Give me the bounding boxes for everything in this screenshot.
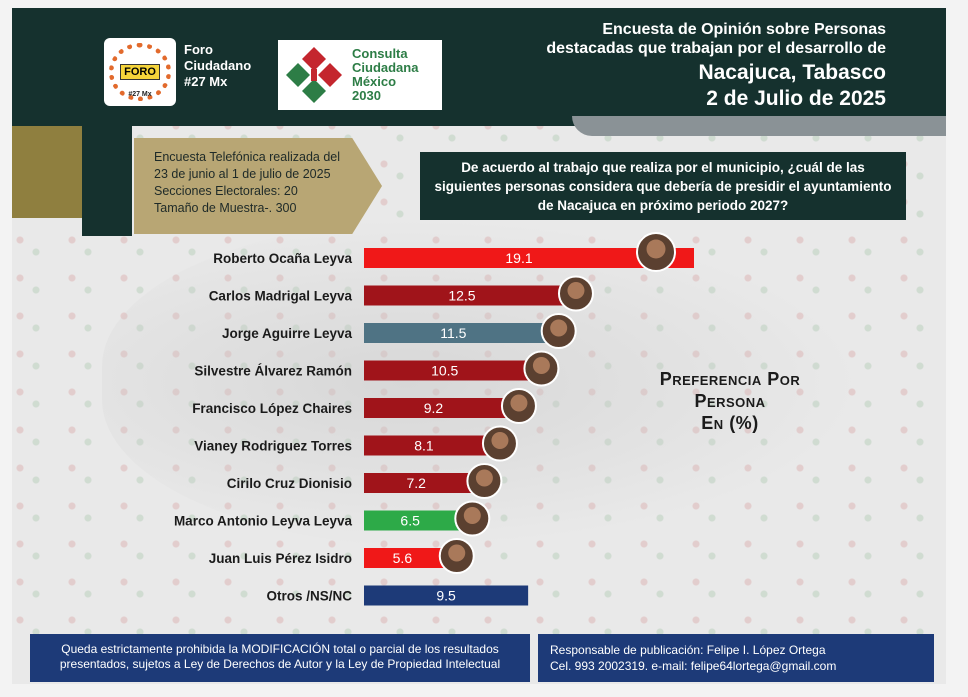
consulta-ciudadana-logo: Consulta Ciudadana México 2030: [278, 40, 442, 110]
header-title-date: 2 de Julio de 2025: [706, 87, 886, 110]
category-label: Roberto Ocaña Leyva: [213, 251, 352, 266]
survey-info-text: Encuesta Telefónica realizada del 23 de …: [154, 149, 384, 217]
foro-title: Foro Ciudadano #27 Mx: [184, 42, 252, 89]
value-label: 10.5: [431, 363, 458, 379]
side-dark-block: [82, 126, 132, 236]
category-label: Marco Antonio Leyva Leyva: [174, 514, 353, 529]
consulta-logo-line: 2030: [352, 88, 381, 103]
category-label: Cirilo Cruz Dionisio: [227, 476, 352, 491]
bar: [364, 360, 546, 381]
foro-logo: FORO #27 Mx: [104, 38, 176, 106]
value-label: 11.5: [440, 325, 466, 341]
header-title-line1: Encuesta de Opinión sobre Personas: [602, 21, 886, 38]
candidate-face-icon: [448, 544, 466, 562]
bar: [364, 435, 504, 456]
chart-title-line: Preferencia Por: [659, 369, 801, 389]
candidate-face-icon: [475, 469, 493, 487]
category-label: Vianey Rodriguez Torres: [194, 439, 352, 454]
category-label: Otros /NS/NC: [266, 589, 352, 604]
candidate-face-icon: [550, 319, 568, 337]
header-title-block: Encuesta de Opinión sobre Personas desta…: [486, 20, 886, 112]
consulta-emblem-icon: [286, 47, 342, 103]
footer-disclaimer-line: Queda estrictamente prohibida la MODIFIC…: [61, 642, 499, 656]
bar: [364, 548, 461, 568]
footer-contact: Responsable de publicación: Felipe I. Ló…: [538, 634, 934, 682]
value-label: 9.5: [436, 588, 456, 604]
consulta-logo-line: Ciudadana: [352, 60, 419, 75]
survey-info-line: Secciones Electorales: 20: [154, 184, 298, 198]
footer-responsible: Responsable de publicación: Felipe I. Ló…: [550, 643, 826, 657]
chart-title-line: En (%): [701, 413, 759, 433]
value-label: 5.6: [393, 550, 413, 566]
infographic-frame: FORO #27 Mx Foro Ciudadano #27 Mx Consul…: [12, 8, 946, 684]
candidate-face-icon: [646, 239, 666, 259]
survey-info-line: 23 de junio al 1 de julio de 2025: [154, 167, 331, 181]
candidate-face-icon: [532, 357, 550, 374]
candidate-face-icon: [510, 394, 528, 412]
bar: [364, 398, 523, 418]
category-label: Jorge Aguirre Leyva: [222, 326, 353, 341]
value-label: 6.5: [400, 513, 420, 529]
category-label: Carlos Madrigal Leyva: [209, 289, 353, 304]
footer-disclaimer: Queda estrictamente prohibida la MODIFIC…: [30, 634, 530, 682]
category-label: Silvestre Álvarez Ramón: [194, 364, 352, 379]
bar-chart: Roberto Ocaña Leyva 19.1 Carlos Madrigal L…: [174, 232, 694, 606]
consulta-logo-text: Consulta Ciudadana México 2030: [352, 47, 418, 103]
foro-logo-ring-icon: [109, 43, 171, 101]
bar: [364, 473, 489, 493]
consulta-logo-line: Consulta: [352, 46, 408, 61]
header-band: FORO #27 Mx Foro Ciudadano #27 Mx Consul…: [12, 8, 946, 126]
chart-title-line: Persona: [694, 391, 766, 411]
value-label: 19.1: [505, 250, 532, 266]
bar: [364, 510, 477, 531]
candidate-face-icon: [567, 282, 585, 299]
candidate-face-icon: [491, 432, 509, 449]
category-label: Francisco López Chaires: [192, 401, 352, 416]
survey-info-line: Tamaño de Muestra-. 300: [154, 201, 297, 215]
header-accent-curve: [572, 116, 946, 136]
header-title-place: Nacajuca, Tabasco: [698, 61, 886, 84]
survey-info-line: Encuesta Telefónica realizada del: [154, 150, 341, 164]
value-label: 8.1: [414, 438, 434, 454]
category-label: Juan Luis Pérez Isidro: [209, 551, 352, 566]
candidate-face-icon: [463, 507, 481, 524]
bar: [364, 285, 580, 306]
foro-logo-word: FORO: [120, 64, 160, 80]
survey-info-box: [134, 138, 382, 234]
question-box: De acuerdo al trabajo que realiza por el…: [420, 152, 906, 220]
consulta-logo-line: México: [352, 74, 397, 89]
footer-contact-line: Cel. 993 2002319. e-mail: felipe64lorteg…: [550, 659, 837, 673]
header-title-line2: destacadas que trabajan por el desarroll…: [546, 40, 886, 57]
bar: [364, 248, 694, 268]
bar: [364, 323, 563, 343]
value-label: 9.2: [424, 400, 444, 416]
chart-title: Preferencia Por Persona En (%): [630, 368, 830, 434]
side-accent-block: [12, 126, 82, 218]
value-label: 7.2: [406, 475, 426, 491]
value-label: 12.5: [448, 288, 475, 304]
foro-logo-sub: #27 Mx: [128, 91, 152, 98]
bar: [364, 585, 529, 606]
footer-disclaimer-line: presentados, sujetos a Ley de Derechos d…: [59, 657, 501, 671]
